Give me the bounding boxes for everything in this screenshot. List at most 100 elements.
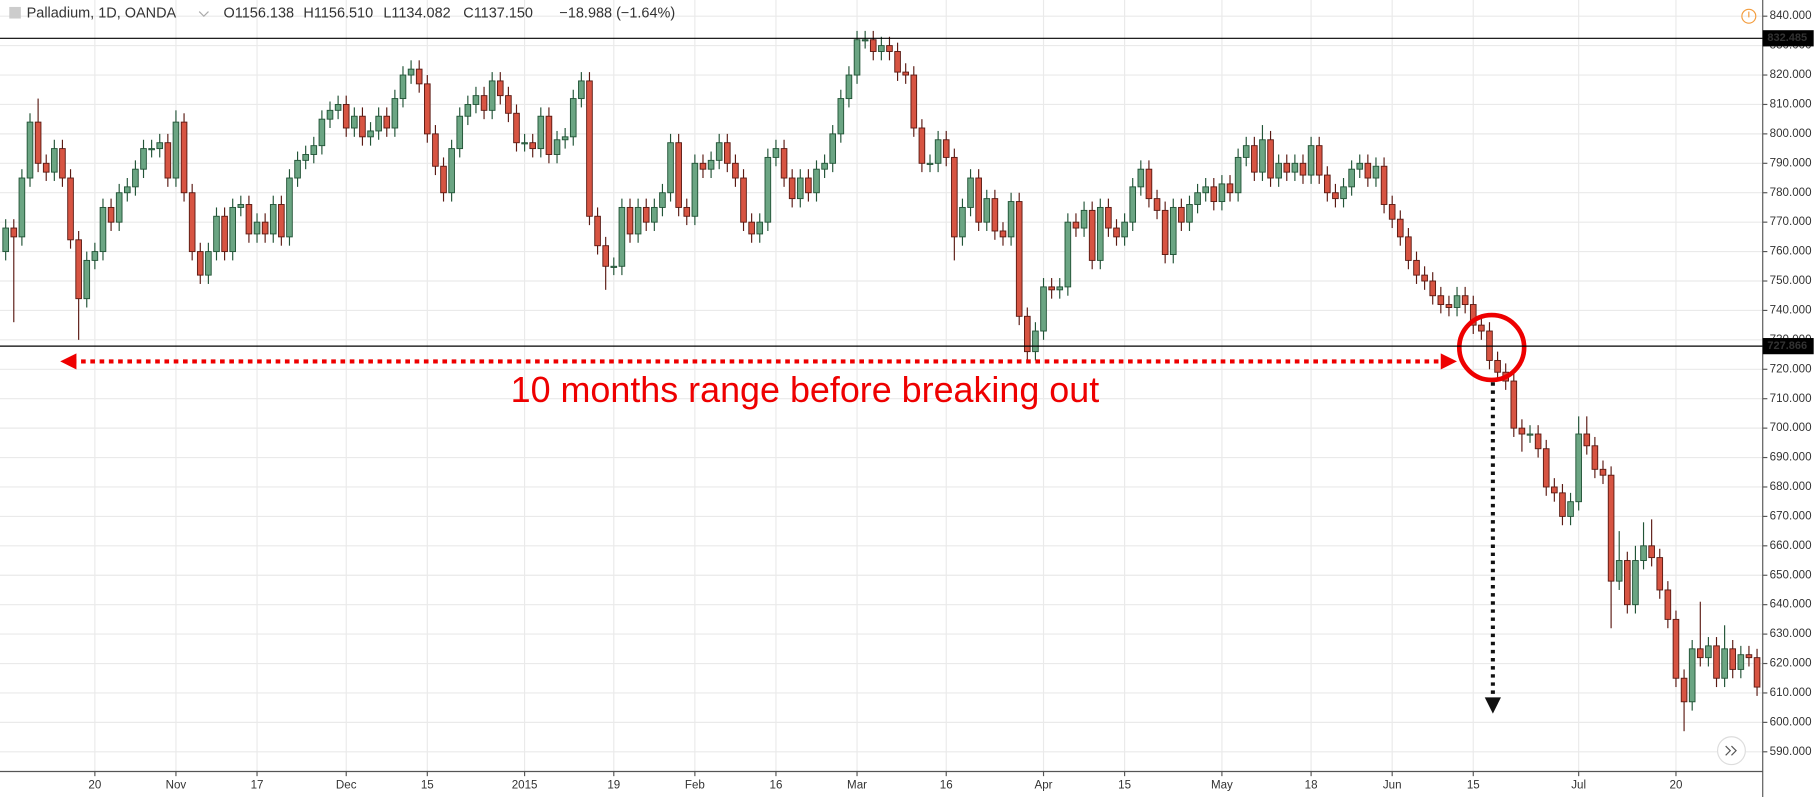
candle-body — [1129, 186, 1137, 223]
candle-body — [642, 206, 650, 223]
candle-body — [1145, 168, 1153, 200]
candle-body — [894, 51, 901, 73]
candle-body — [724, 142, 731, 164]
candle-body — [140, 148, 147, 170]
candle-body — [780, 148, 788, 179]
y-tick-label: 680.000 — [1770, 481, 1812, 493]
scroll-button[interactable] — [1716, 736, 1746, 766]
candle-body — [610, 265, 618, 268]
candle-body — [1372, 165, 1380, 179]
y-tick-label: 670.000 — [1770, 510, 1812, 522]
candle-body — [1356, 162, 1364, 170]
candle-body — [310, 145, 318, 155]
y-tick-label: 690.000 — [1770, 452, 1812, 464]
x-tick-label: Mar — [847, 779, 867, 791]
candle-body — [1567, 501, 1574, 517]
candle-body — [196, 251, 204, 276]
price-label-box — [1762, 338, 1814, 355]
candle-body — [1494, 359, 1501, 373]
x-tick-label: Jul — [1571, 779, 1586, 791]
candle-body — [1737, 654, 1745, 670]
candle-body — [926, 162, 934, 165]
candle-body — [1413, 259, 1420, 276]
candle-body — [910, 74, 918, 129]
candle-body — [1072, 221, 1080, 229]
dropdown-icon[interactable] — [198, 11, 209, 18]
x-tick-label: 20 — [1670, 779, 1683, 791]
candle-body — [1242, 145, 1250, 158]
candle-body — [829, 133, 837, 164]
candle-body — [1745, 654, 1753, 659]
candle-body — [886, 45, 893, 52]
candle-body — [1186, 204, 1193, 223]
candle-body — [1040, 286, 1047, 332]
x-tick-label: Apr — [1035, 779, 1053, 791]
candle-body — [1332, 192, 1339, 200]
candle-body — [1364, 162, 1372, 179]
candle-body — [1615, 560, 1623, 582]
candle-body — [1534, 433, 1542, 450]
candle-body — [594, 215, 601, 247]
x-tick-label: Jun — [1383, 779, 1402, 791]
candle-body — [513, 112, 520, 144]
y-tick-label: 820.000 — [1770, 69, 1812, 81]
candle-body — [269, 204, 277, 235]
candle-body — [732, 162, 739, 179]
symbol-icon — [9, 6, 21, 19]
candle-body — [521, 142, 528, 145]
candle-body — [132, 168, 139, 188]
y-tick-label: 790.000 — [1770, 157, 1812, 169]
price-label: 727.866 — [1767, 340, 1807, 352]
candle-body — [1591, 445, 1599, 470]
y-tick-label: 600.000 — [1770, 716, 1812, 728]
candle-body — [1226, 183, 1234, 194]
candle-body — [618, 206, 626, 267]
candle-body — [480, 95, 488, 111]
candle-body — [351, 115, 358, 129]
y-tick-label: 760.000 — [1770, 246, 1812, 258]
candle-body — [472, 95, 480, 105]
candle-body — [229, 206, 237, 253]
x-tick-label: May — [1211, 779, 1233, 791]
x-tick-label: Nov — [166, 779, 187, 791]
candle-body — [1551, 486, 1558, 494]
candle-body — [221, 215, 228, 253]
candle-body — [1210, 186, 1218, 203]
change: −18.988 (−1.64%) — [559, 6, 675, 22]
candle-body — [334, 103, 342, 111]
price-label-box — [1762, 30, 1814, 47]
candle-body — [164, 142, 172, 179]
breakout-circle — [1456, 312, 1527, 383]
candle-body — [318, 118, 326, 147]
candle-body — [813, 168, 820, 194]
candle-body — [1421, 274, 1428, 282]
ohlc-high: H1156.510 — [303, 6, 373, 22]
candle-body — [707, 159, 715, 170]
candle-body — [253, 221, 261, 235]
candle-body — [942, 139, 950, 158]
candle-body — [1583, 433, 1591, 447]
candle-body — [464, 103, 472, 117]
candle-body — [796, 177, 804, 200]
candle-body — [326, 109, 334, 120]
candle-body — [1672, 618, 1680, 679]
ohlc-open: O1156.138 — [224, 6, 295, 22]
candle-body — [1696, 648, 1704, 659]
candle-body — [1315, 145, 1323, 176]
y-tick-label: 750.000 — [1770, 275, 1812, 287]
candle-body — [1526, 433, 1534, 436]
candle-body — [83, 259, 91, 300]
candle-body — [1259, 139, 1266, 173]
candle-body — [691, 162, 699, 217]
candle-body — [1461, 295, 1469, 306]
candle-body — [1518, 427, 1526, 435]
y-tick-label: 720.000 — [1770, 363, 1812, 375]
x-tick-label: 18 — [1305, 779, 1318, 791]
candle-body — [375, 115, 382, 132]
ohlc-close: C1137.150 — [463, 6, 533, 22]
alert-icon[interactable] — [1741, 8, 1757, 24]
x-tick-label: 19 — [607, 779, 620, 791]
candle-body — [1032, 330, 1039, 353]
